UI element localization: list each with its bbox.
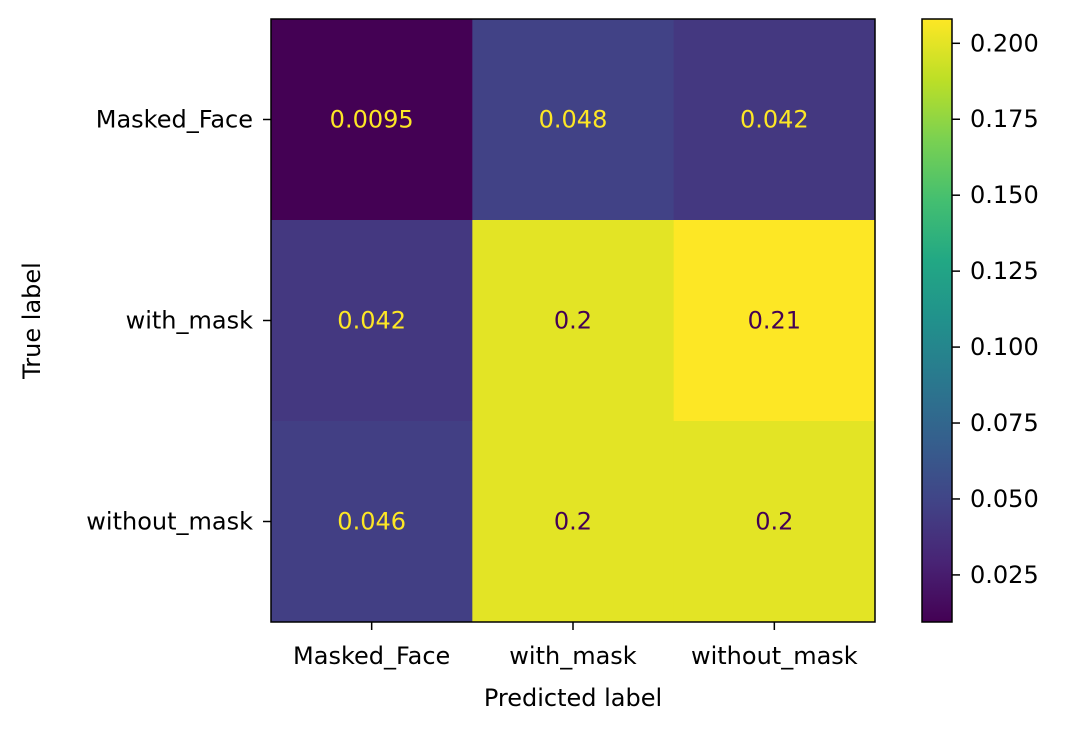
cell-value-label: 0.2 bbox=[554, 307, 592, 335]
cell-value-label: 0.0095 bbox=[330, 106, 414, 134]
heatmap-cell bbox=[673, 421, 876, 623]
cell-value-label: 0.2 bbox=[554, 508, 592, 536]
y-tick-label: with_mask bbox=[126, 307, 254, 335]
heatmap-cell bbox=[271, 19, 473, 221]
heatmap-cell bbox=[271, 421, 473, 623]
x-tick-label: without_mask bbox=[691, 642, 858, 670]
y-tick-label: without_mask bbox=[86, 508, 253, 536]
colorbar-tick-label: 0.125 bbox=[970, 257, 1039, 285]
colorbar-tick-label: 0.075 bbox=[970, 409, 1039, 437]
heatmap-cell bbox=[673, 19, 876, 221]
heatmap-cell bbox=[271, 220, 473, 422]
cell-value-label: 0.046 bbox=[337, 508, 406, 536]
colorbar-tick-label: 0.200 bbox=[970, 29, 1039, 57]
x-tick-label: Masked_Face bbox=[293, 642, 450, 670]
colorbar-tick-label: 0.025 bbox=[970, 561, 1039, 589]
cell-value-label: 0.042 bbox=[740, 106, 809, 134]
heatmap-cells: 0.0095 0.048 0.042 0.042 0.2 0.21 0.046 0.2 0.2 bbox=[271, 19, 876, 623]
colorbar-gradient bbox=[922, 19, 952, 622]
y-axis-title: True label bbox=[18, 262, 46, 380]
colorbar-tick-label: 0.100 bbox=[970, 333, 1039, 361]
y-tick-label: Masked_Face bbox=[96, 106, 253, 134]
cell-value-label: 0.048 bbox=[539, 106, 608, 134]
heatmap-cell bbox=[673, 220, 876, 422]
colorbar-frame bbox=[921, 18, 953, 623]
colorbar-tick-label: 0.175 bbox=[970, 105, 1039, 133]
x-tick-label: with_mask bbox=[509, 642, 637, 670]
cell-value-label: 0.042 bbox=[337, 307, 406, 335]
cell-value-label: 0.21 bbox=[748, 307, 801, 335]
x-axis-title: Predicted label bbox=[484, 684, 662, 712]
x-axis: Masked_Face with_mask without_mask bbox=[293, 622, 858, 670]
y-axis: Masked_Face with_mask without_mask bbox=[86, 106, 271, 536]
heatmap-cell bbox=[472, 220, 675, 422]
colorbar: 0.025 0.050 0.075 0.100 0.125 0.150 0.175 0.200 bbox=[921, 18, 1039, 623]
heatmap-cell bbox=[472, 19, 675, 221]
cell-value-label: 0.2 bbox=[755, 508, 793, 536]
heatmap-cell bbox=[472, 421, 675, 623]
colorbar-tick-label: 0.150 bbox=[970, 181, 1039, 209]
colorbar-tick-label: 0.050 bbox=[970, 485, 1039, 513]
